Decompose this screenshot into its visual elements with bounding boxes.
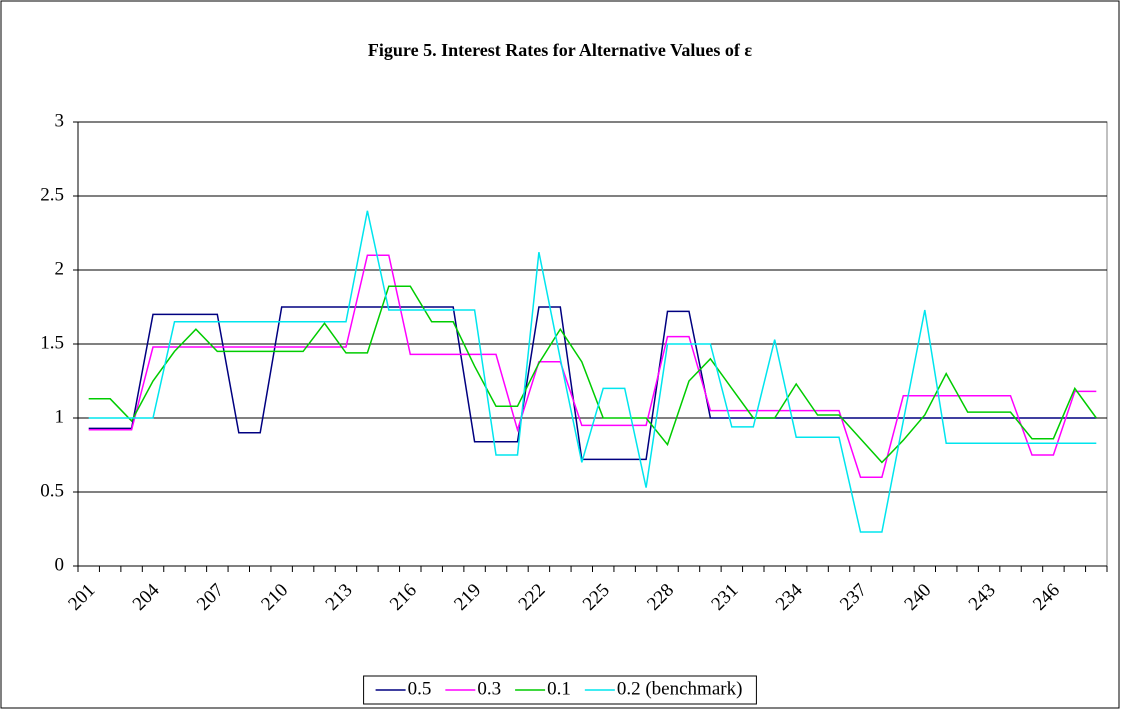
y-tick-label: 0 xyxy=(55,554,65,575)
y-tick-label: 3 xyxy=(55,110,65,131)
legend-label: 0.3 xyxy=(477,678,501,699)
legend: 0.5 0.3 0.1 0.2 (benchmark) xyxy=(363,675,757,705)
legend-label: 0.2 (benchmark) xyxy=(617,678,743,699)
y-tick-label: 1.5 xyxy=(40,332,64,353)
legend-box xyxy=(363,675,757,705)
legend-label: 0.5 xyxy=(408,678,432,699)
line-series xyxy=(88,210,1097,533)
y-tick-label: 0.5 xyxy=(40,480,64,501)
y-tick-label: 1 xyxy=(55,406,65,427)
y-tick-label: 2.5 xyxy=(40,184,64,205)
legend-label: 0.1 xyxy=(547,678,571,699)
chart-title: Figure 5. Interest Rates for Alternative… xyxy=(368,40,752,60)
y-tick-label: 2 xyxy=(55,258,65,279)
line-series xyxy=(88,306,1097,461)
line-series xyxy=(88,285,1097,464)
